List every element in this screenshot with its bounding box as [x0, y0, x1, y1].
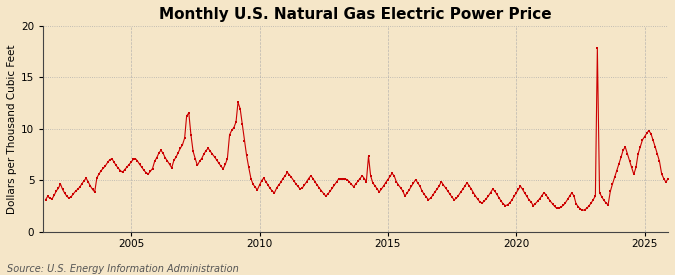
- Y-axis label: Dollars per Thousand Cubic Feet: Dollars per Thousand Cubic Feet: [7, 44, 17, 214]
- Text: Source: U.S. Energy Information Administration: Source: U.S. Energy Information Administ…: [7, 264, 238, 274]
- Title: Monthly U.S. Natural Gas Electric Power Price: Monthly U.S. Natural Gas Electric Power …: [159, 7, 552, 22]
